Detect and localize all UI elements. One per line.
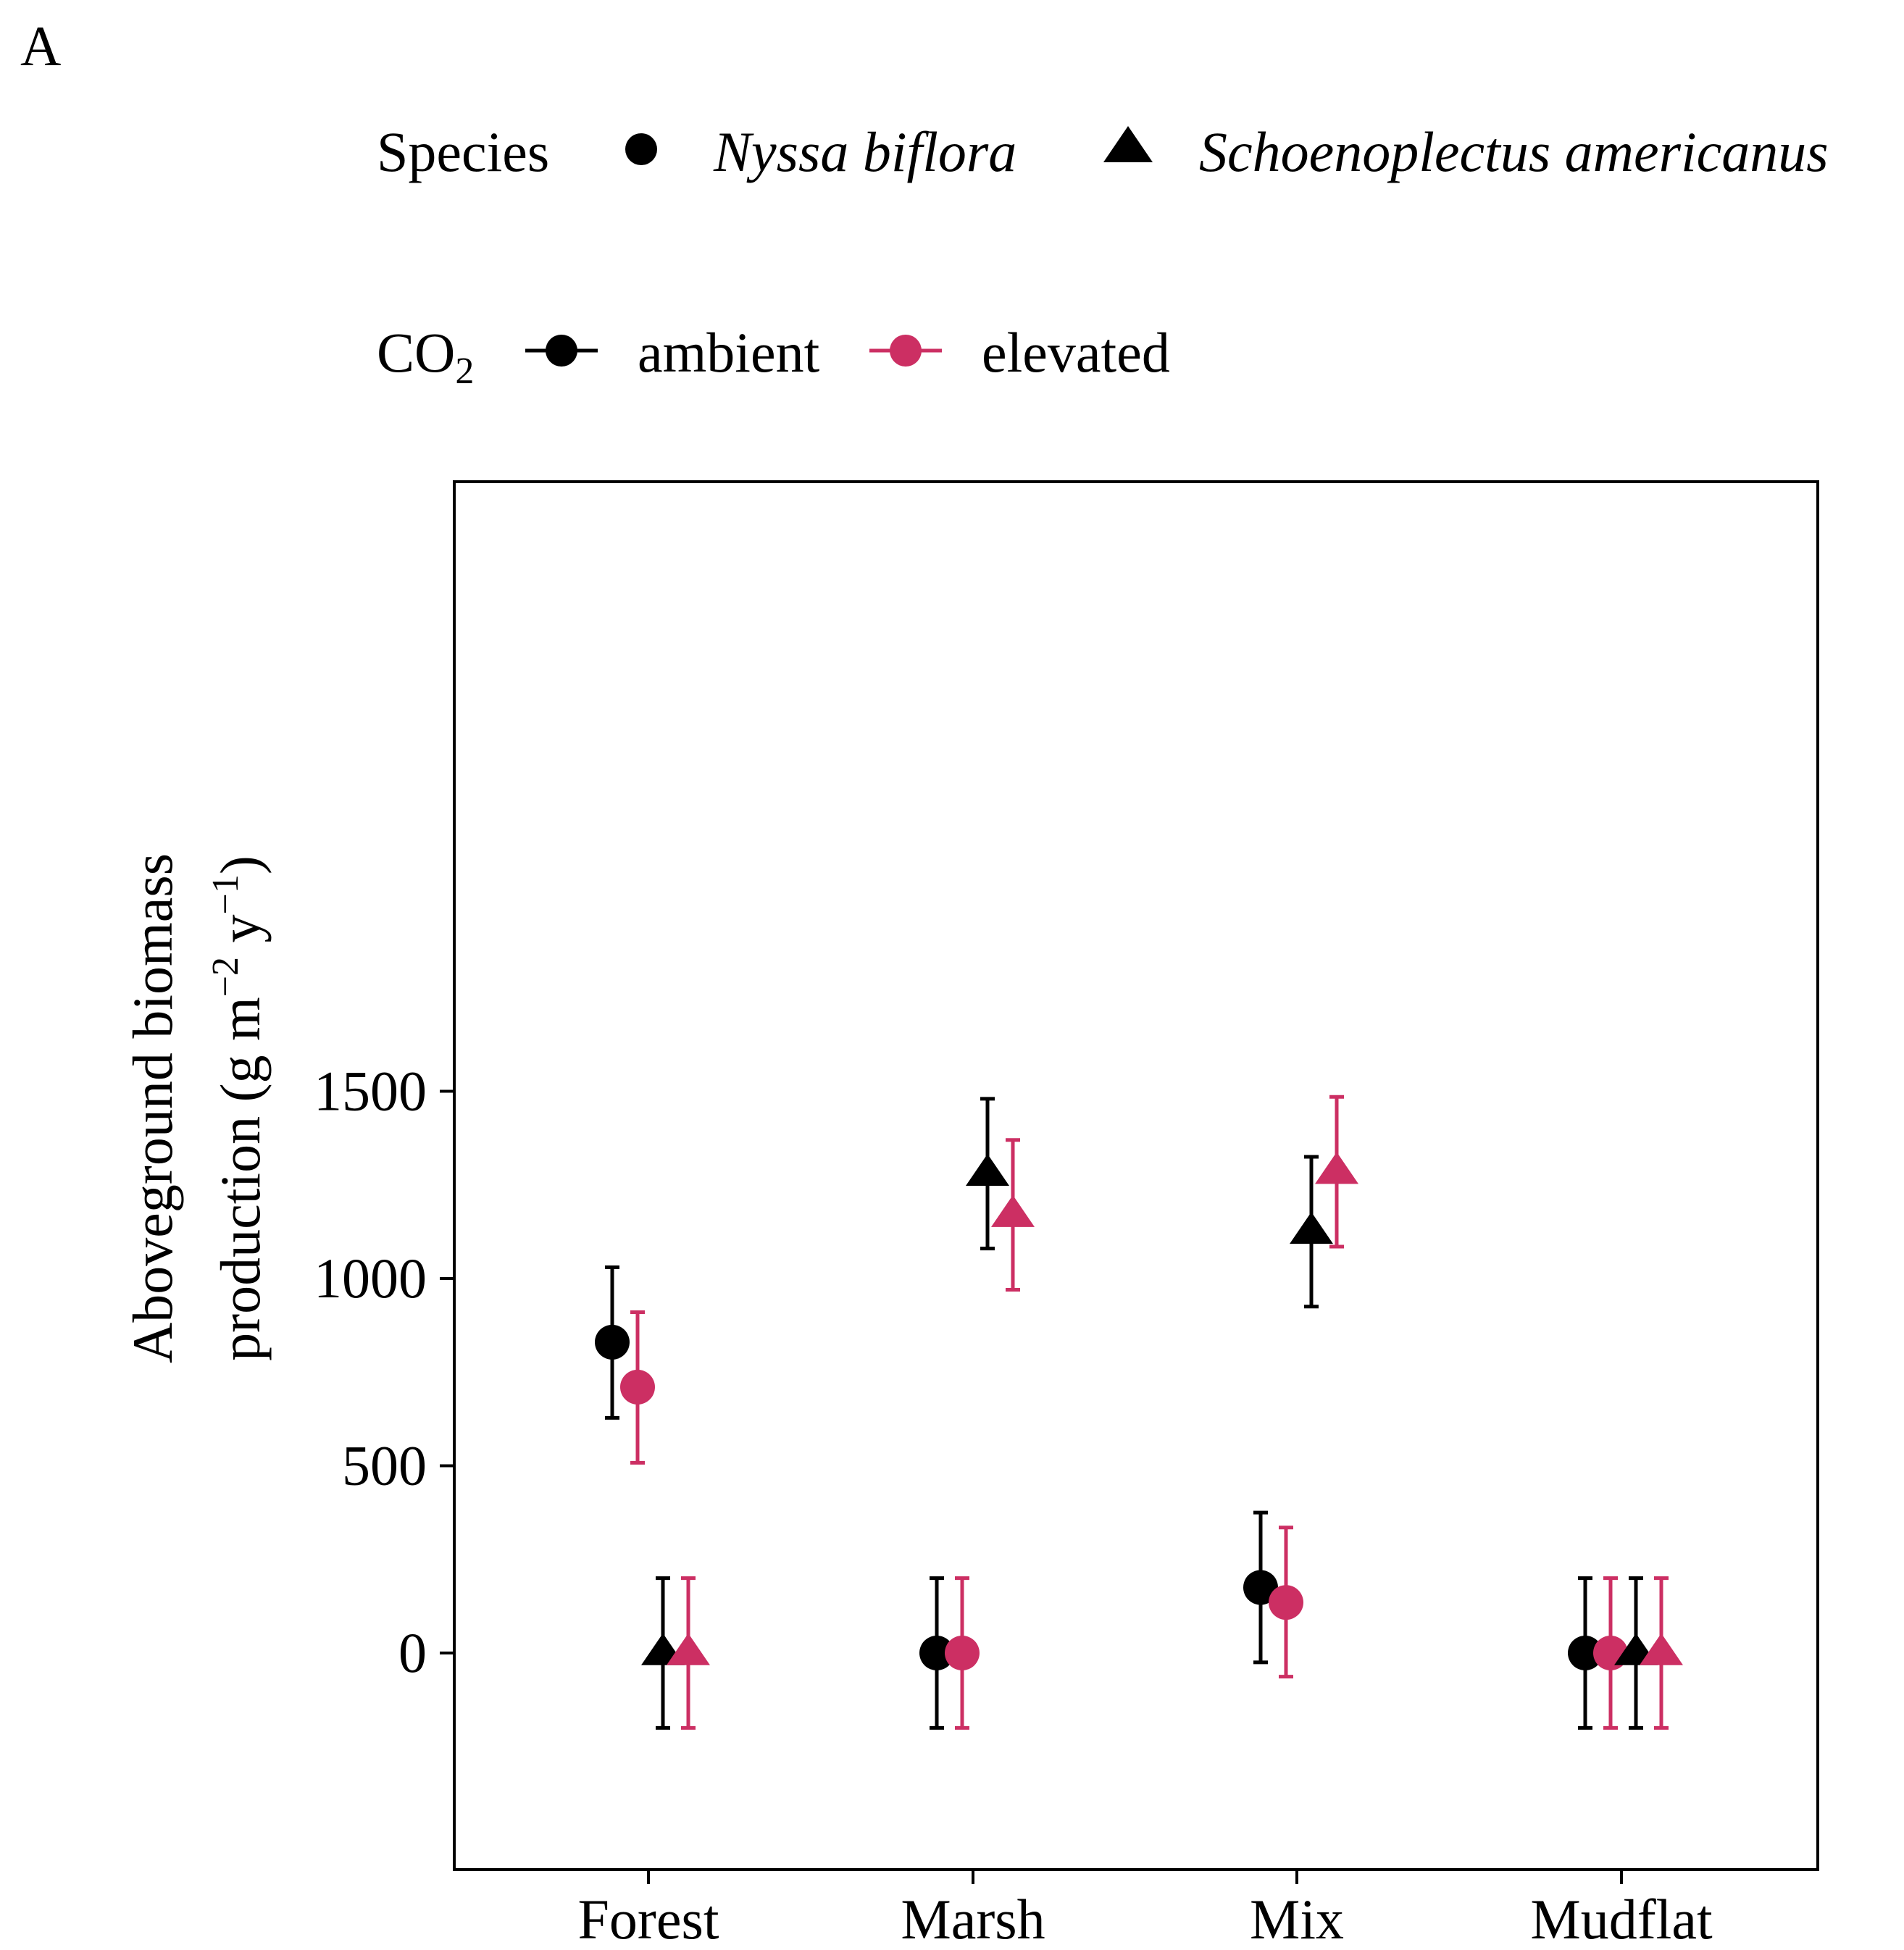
data-point-circle [919, 1636, 954, 1670]
data-point-circle [595, 1324, 630, 1360]
data-point-triangle [667, 1633, 710, 1665]
legend-ambient-circle-icon [546, 335, 577, 367]
x-tick-label: Mudflat [1530, 1888, 1713, 1946]
co2-legend: CO2 ambient elevated [377, 321, 1170, 392]
data-point-circle [945, 1636, 980, 1670]
legend-species-nyssa: Nyssa biflora [713, 120, 1016, 183]
data-point-triangle [1315, 1152, 1358, 1184]
plot-panel-border [453, 480, 1819, 1871]
y-axis-title-line2: production (g m−2 y−1) [205, 855, 272, 1361]
y-tick-label: 0 [398, 1621, 427, 1684]
data-point-circle [1243, 1570, 1278, 1605]
data-layer [595, 1095, 1683, 1730]
y-axis: 0 500 1000 1500 [314, 1060, 454, 1684]
species-legend-title: Species [377, 120, 549, 183]
x-tick-label: Mix [1250, 1888, 1344, 1946]
panel-label: A [20, 14, 61, 78]
data-point-triangle [966, 1153, 1009, 1186]
x-tick-label: Forest [578, 1888, 719, 1946]
y-tick-label: 500 [342, 1434, 427, 1497]
legend-circle-icon [625, 133, 657, 165]
legend-co2-elevated: elevated [982, 321, 1170, 384]
y-tick-label: 1000 [314, 1247, 427, 1310]
y-tick-label: 1500 [314, 1060, 427, 1123]
data-point-triangle [1640, 1633, 1683, 1665]
data-point-triangle [1290, 1212, 1333, 1244]
species-legend: Species Nyssa biflora Schoenoplectus ame… [377, 120, 1829, 183]
x-tick-label: Marsh [901, 1888, 1045, 1946]
y-axis-title-line1: Aboveground biomass [121, 853, 184, 1363]
legend-triangle-icon [1103, 126, 1153, 162]
legend-co2-ambient: ambient [638, 321, 820, 384]
data-point-triangle [991, 1194, 1035, 1227]
data-point-circle [1568, 1636, 1603, 1670]
data-point-circle [620, 1369, 655, 1405]
x-axis: Forest Marsh Mix Mudflat [578, 1870, 1713, 1950]
legend-species-schoenoplectus: Schoenoplectus americanus [1199, 120, 1829, 183]
legend-elevated-circle-icon [890, 335, 922, 367]
co2-legend-title: CO2 [377, 321, 474, 392]
data-point-circle [1269, 1585, 1303, 1620]
